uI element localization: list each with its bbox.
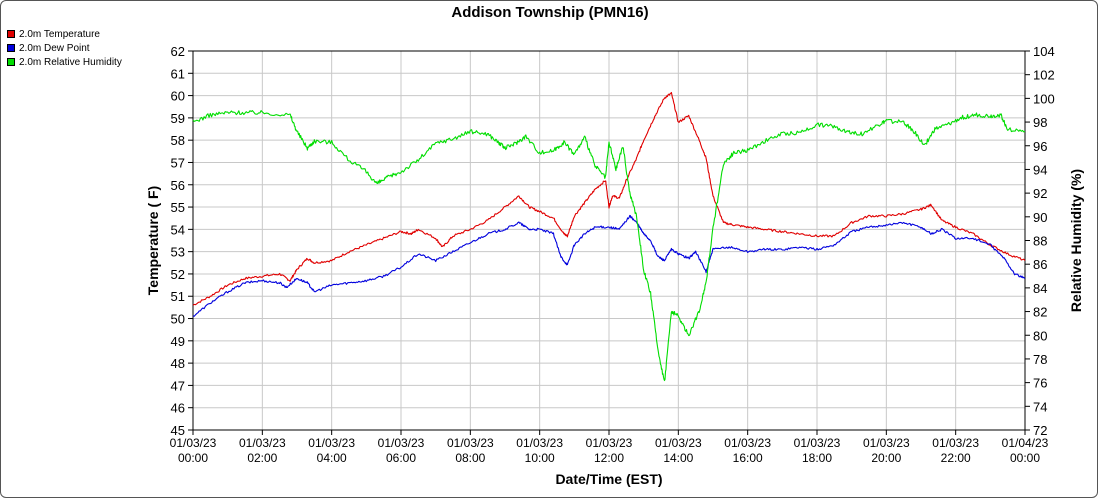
x-tick-label-time: 02:00	[247, 451, 277, 465]
legend-label-temperature: 2.0m Temperature	[19, 28, 100, 40]
x-axis-title: Date/Time (EST)	[555, 471, 662, 487]
x-tick-label-date: 01/03/23	[378, 436, 425, 450]
y-tick-label: 55	[171, 200, 185, 215]
x-tick-label-time: 00:00	[178, 451, 208, 465]
x-tick-label-date: 01/03/23	[447, 436, 494, 450]
y2-tick-label: 76	[1033, 376, 1047, 391]
legend-item-dew-point: 2.0m Dew Point	[7, 41, 122, 55]
y-tick-label: 58	[171, 133, 185, 148]
y2-tick-label: 82	[1033, 305, 1047, 320]
y-tick-label: 60	[171, 89, 185, 104]
y2-tick-label: 88	[1033, 234, 1047, 249]
x-tick-label-time: 08:00	[455, 451, 485, 465]
y-tick-label: 49	[171, 334, 185, 349]
y-tick-label: 47	[171, 378, 185, 393]
y-tick-label: 45	[171, 423, 185, 438]
x-tick-label-time: 16:00	[733, 451, 763, 465]
y-tick-label: 62	[171, 44, 185, 59]
x-tick-label-date: 01/03/23	[932, 436, 979, 450]
x-tick-label-date: 01/03/23	[239, 436, 286, 450]
series-line-2-0m-temperature	[192, 91, 1026, 306]
x-tick-label-date: 01/03/23	[170, 436, 217, 450]
y2-tick-label: 94	[1033, 162, 1047, 177]
y2-tick-label: 96	[1033, 139, 1047, 154]
legend-item-temperature: 2.0m Temperature	[7, 27, 122, 41]
grid-lines	[192, 50, 1026, 431]
y-tick-label: 50	[171, 312, 185, 327]
y-axis-left-ticks: 45 46 47 48 49 50 51 52 53 54 55 56 57 58 59 60 61 62	[171, 44, 193, 438]
y2-tick-label: 102	[1033, 68, 1055, 83]
x-tick-label-date: 01/03/23	[724, 436, 771, 450]
y2-tick-label: 104	[1033, 44, 1055, 59]
y-axis-right-ticks: 72 74 76 78 80 82 84 86 88 90 92 94 96 98 100 102 104	[1025, 44, 1055, 438]
x-tick-label-time: 22:00	[941, 451, 971, 465]
y2-tick-label: 92	[1033, 186, 1047, 201]
y-tick-label: 46	[171, 401, 185, 416]
series-layer	[192, 91, 1026, 382]
series-line-2-0m-dew-point	[192, 214, 1026, 317]
y-tick-label: 59	[171, 111, 185, 126]
x-axis-ticks: 01/03/2300:0001/03/2302:0001/03/2304:000…	[170, 430, 1049, 465]
x-tick-label-date: 01/04/23	[1002, 436, 1049, 450]
x-tick-label-time: 14:00	[663, 451, 693, 465]
y2-tick-label: 90	[1033, 210, 1047, 225]
y2-tick-label: 80	[1033, 328, 1047, 343]
legend-swatch-dew-point	[7, 44, 15, 52]
x-tick-label-date: 01/03/23	[516, 436, 563, 450]
y2-tick-label: 98	[1033, 115, 1047, 130]
y-axis-left-title: Temperature ( F)	[145, 186, 161, 295]
x-tick-label-time: 12:00	[594, 451, 624, 465]
x-tick-label-date: 01/03/23	[308, 436, 355, 450]
x-tick-label-time: 20:00	[871, 451, 901, 465]
y-tick-label: 52	[171, 267, 185, 282]
y2-tick-label: 78	[1033, 352, 1047, 367]
y-tick-label: 51	[171, 289, 185, 304]
series-line-2-0m-relative-humidity	[192, 110, 1026, 382]
y-tick-label: 48	[171, 356, 185, 371]
y2-tick-label: 72	[1033, 423, 1047, 438]
x-tick-label-date: 01/03/23	[863, 436, 910, 450]
y-axis-right-title: Relative Humidity (%)	[1068, 169, 1084, 312]
y-tick-label: 61	[171, 66, 185, 81]
y-tick-label: 56	[171, 178, 185, 193]
y-tick-label: 53	[171, 245, 185, 260]
x-tick-label-time: 10:00	[525, 451, 555, 465]
y2-tick-label: 86	[1033, 257, 1047, 272]
legend-label-relative-humidity: 2.0m Relative Humidity	[19, 56, 122, 68]
chart-title: Addison Township (PMN16)	[451, 4, 649, 21]
x-tick-label-date: 01/03/23	[586, 436, 633, 450]
legend-item-relative-humidity: 2.0m Relative Humidity	[7, 55, 122, 69]
x-tick-label-date: 01/03/23	[794, 436, 841, 450]
y2-tick-label: 100	[1033, 91, 1055, 106]
y2-tick-label: 74	[1033, 399, 1047, 414]
legend-label-dew-point: 2.0m Dew Point	[19, 42, 90, 54]
x-tick-label-time: 18:00	[802, 451, 832, 465]
x-tick-label-date: 01/03/23	[655, 436, 702, 450]
x-tick-label-time: 06:00	[386, 451, 416, 465]
x-tick-label-time: 04:00	[317, 451, 347, 465]
y-tick-label: 57	[171, 155, 185, 170]
x-tick-label-time: 00:00	[1010, 451, 1040, 465]
legend-swatch-temperature	[7, 30, 15, 38]
y2-tick-label: 84	[1033, 281, 1047, 296]
legend-swatch-relative-humidity	[7, 58, 15, 66]
legend: 2.0m Temperature 2.0m Dew Point 2.0m Rel…	[7, 27, 122, 69]
y-tick-label: 54	[171, 222, 185, 237]
